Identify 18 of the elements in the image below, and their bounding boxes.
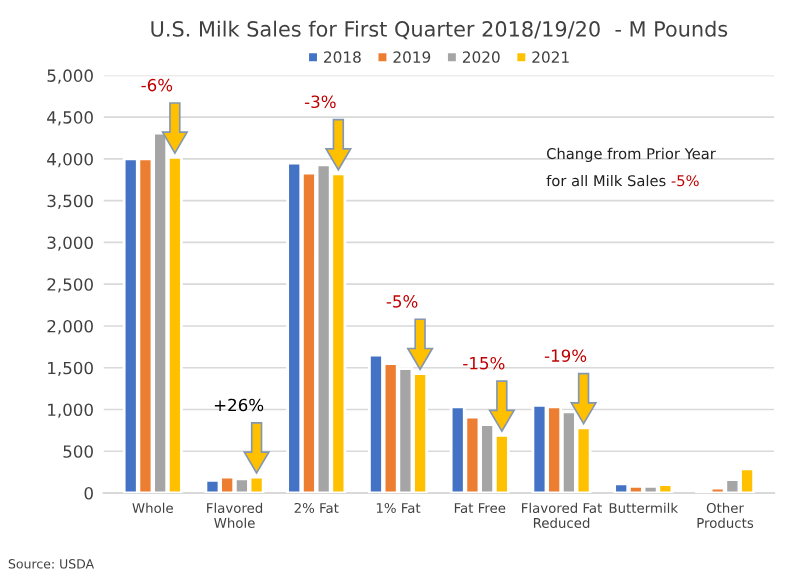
y-tick-label: 2,500 [47, 278, 93, 293]
annotation: -6% [141, 78, 173, 92]
y-tick-label: 4,000 [47, 152, 93, 168]
y-tick-label: 3,000 [47, 236, 93, 251]
annotation: +26% [214, 398, 264, 412]
chart-title: U.S. Milk Sales for First Quarter 2018/19/20 - M Pounds [151, 20, 728, 40]
y-tick-label: 1,000 [48, 403, 93, 418]
annotation: -3% [304, 95, 336, 109]
annotation: -15% [463, 356, 505, 370]
y-tick-label: 3,500 [47, 194, 93, 209]
y-tick-label: 1,500 [48, 361, 93, 376]
y-tick-label: 2,000 [47, 319, 93, 335]
y-tick-label: 4,500 [47, 111, 93, 126]
y-tick-label: 5,000 [47, 69, 93, 84]
annotation: -19% [544, 349, 587, 362]
annotation: -5% [386, 295, 418, 308]
y-tick-label: 500 [63, 445, 93, 458]
y-tick-label: 0 [84, 486, 93, 500]
